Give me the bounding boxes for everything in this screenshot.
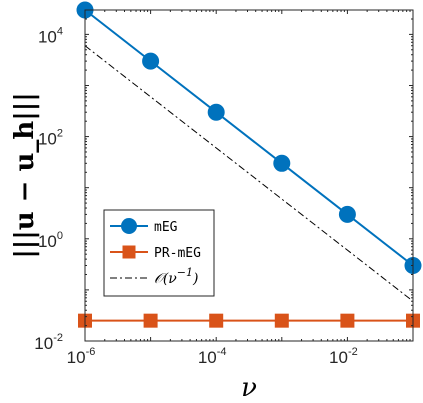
data-point bbox=[274, 313, 289, 328]
plot-frame bbox=[84, 9, 414, 342]
legend-label: PR-mEG bbox=[154, 246, 201, 261]
series-line bbox=[84, 45, 414, 302]
data-point bbox=[338, 205, 356, 223]
y-axis-label: |||u − u_h||| bbox=[10, 92, 40, 258]
y-tick-label: 100 bbox=[38, 230, 63, 251]
data-point bbox=[209, 313, 224, 328]
x-axis-label: ν bbox=[241, 373, 257, 403]
legend-label: mEG bbox=[154, 220, 178, 235]
x-tick-label: 10-6 bbox=[67, 346, 96, 367]
x-tick-label: 10-4 bbox=[198, 346, 227, 367]
y-tick-label: 10-2 bbox=[34, 332, 63, 353]
y-tick-label: 104 bbox=[38, 25, 63, 46]
legend: mEG PR-mEG 𝒪(ν−1) bbox=[103, 209, 215, 297]
data-point bbox=[143, 313, 158, 328]
ticks-layer: 10-6 10-4 10-2 10-2 100 102 104 bbox=[34, 10, 414, 367]
data-point bbox=[207, 103, 225, 121]
legend-marker bbox=[121, 218, 137, 234]
y-tick-label: 102 bbox=[38, 128, 63, 149]
legend-marker bbox=[122, 245, 136, 259]
series-line bbox=[84, 9, 414, 267]
data-point bbox=[340, 313, 355, 328]
data-point bbox=[273, 154, 291, 172]
data-point bbox=[142, 52, 160, 70]
x-tick-label: 10-2 bbox=[329, 346, 358, 367]
series-layer bbox=[76, 1, 422, 328]
legend-label: 𝒪(ν−1) bbox=[154, 266, 198, 287]
